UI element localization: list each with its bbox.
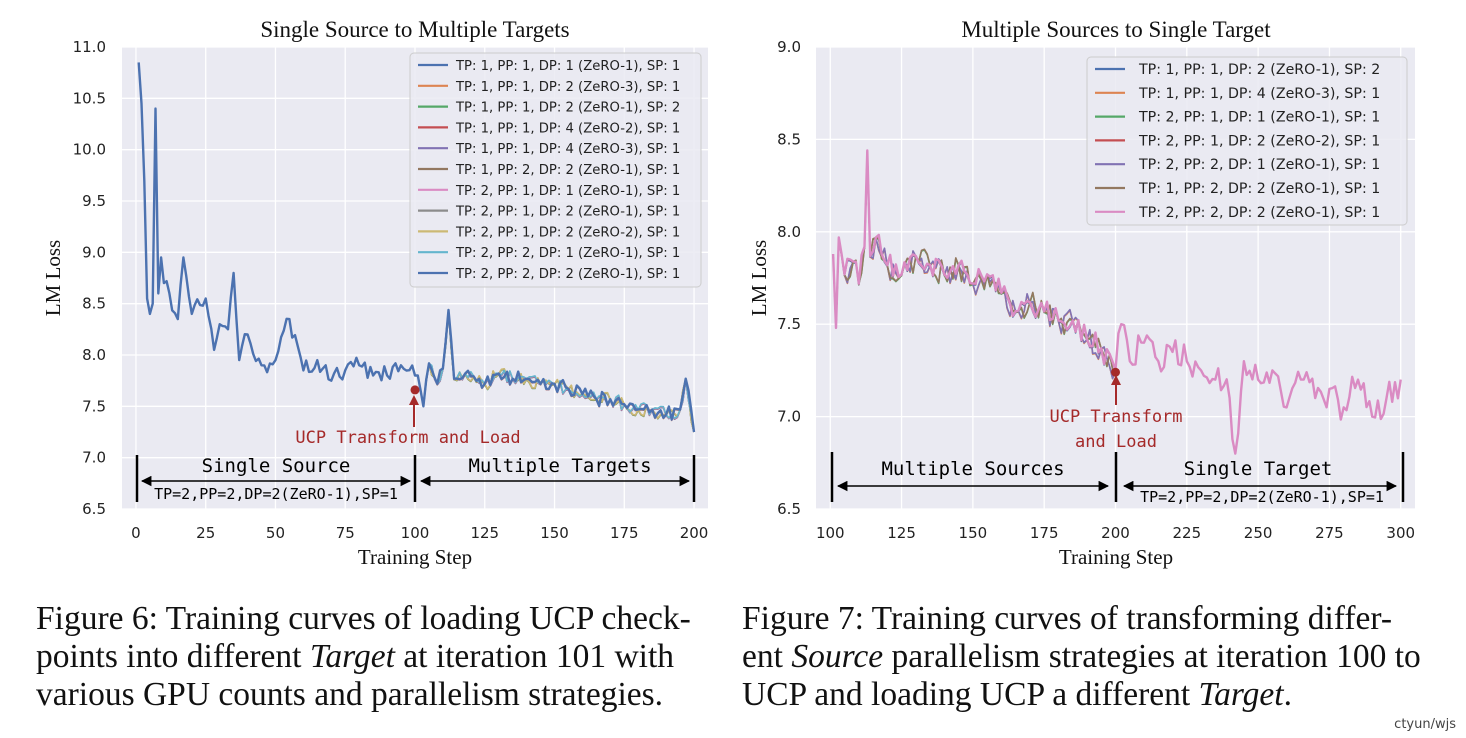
legend-entry: TP: 1, PP: 1, DP: 2 (ZeRO-1), SP: 2 [1138, 62, 1380, 78]
x-tick-labels: 0 25 50 75 100 125 150 175 200 [131, 524, 708, 542]
legend-entry: TP: 1, PP: 1, DP: 2 (ZeRO-1), SP: 2 [455, 101, 680, 116]
watermark: ctyun/wjs [1394, 717, 1456, 732]
chart-title: Multiple Sources to Single Target [961, 17, 1271, 42]
y-tick-label: 7.5 [777, 315, 801, 333]
legend-frame [409, 52, 702, 288]
x-tick-label: 75 [336, 524, 355, 542]
figure-7-caption: Figure 7: Training curves of transformin… [742, 600, 1432, 714]
chart-single-source-multiple-targets: Single Source to Multiple Targets Traini… [41, 17, 708, 569]
y-tick-label: 7.0 [82, 449, 106, 467]
source-config-label: TP=2,PP=2,DP=2(ZeRO-1),SP=1 [154, 485, 398, 503]
y-tick-label: 9.5 [82, 192, 106, 210]
legend-entry: TP: 1, PP: 1, DP: 2 (ZeRO-3), SP: 1 [455, 80, 680, 95]
legend-entry: TP: 2, PP: 1, DP: 2 (ZeRO-2), SP: 1 [455, 225, 680, 240]
x-tick-label: 0 [131, 524, 141, 542]
x-tick-label: 125 [887, 524, 916, 542]
x-axis-label: Training Step [358, 545, 472, 569]
legend-entry: TP: 1, PP: 2, DP: 2 (ZeRO-1), SP: 1 [455, 163, 680, 178]
series-line [831, 149, 1402, 455]
transform-label-line2: and Load [1075, 432, 1157, 452]
transform-point [410, 385, 420, 395]
y-tick-label: 10.5 [73, 89, 106, 107]
y-tick-label: 6.5 [82, 500, 106, 518]
legend-entry: TP: 2, PP: 2, DP: 1 (ZeRO-1), SP: 1 [455, 246, 680, 261]
y-tick-label: 8.0 [777, 223, 801, 241]
caption-emphasis: Target [1198, 676, 1284, 713]
y-tick-labels: 6.5 7.0 7.5 8.0 8.5 9.0 9.5 10.0 10.5 11.0 [73, 38, 106, 518]
legend: TP: 1, PP: 1, DP: 2 (ZeRO-1), SP: 2 TP: 1… [1086, 56, 1408, 226]
legend-entry: TP: 1, PP: 1, DP: 4 (ZeRO-3), SP: 1 [1138, 86, 1380, 102]
legend-entry: TP: 1, PP: 1, DP: 4 (ZeRO-2), SP: 1 [455, 121, 680, 136]
legend-entry: TP: 2, PP: 1, DP: 1 (ZeRO-1), SP: 1 [455, 184, 680, 199]
y-tick-label: 8.0 [82, 346, 106, 364]
y-tick-label: 8.5 [82, 295, 106, 313]
y-tick-label: 6.5 [777, 500, 801, 518]
y-tick-label: 7.0 [777, 408, 801, 426]
caption-text: Figure 6: Training curves of loading UCP… [36, 600, 691, 675]
legend-entry: TP: 2, PP: 2, DP: 2 (ZeRO-1), SP: 1 [1138, 205, 1380, 221]
y-tick-labels: 6.5 7.0 7.5 8.0 8.5 9.0 [777, 38, 801, 518]
caption-emphasis: Target [309, 638, 395, 675]
x-tick-label: 50 [266, 524, 285, 542]
caption-text: parallelism strategies at iteration 100 … [742, 638, 1421, 713]
y-tick-label: 10.0 [73, 141, 106, 159]
y-axis-label: LM Loss [41, 240, 65, 316]
legend-frame [1086, 56, 1408, 226]
x-axis-label: Training Step [1059, 545, 1173, 569]
x-tick-label: 175 [610, 524, 639, 542]
y-tick-label: 9.0 [82, 243, 106, 261]
multiple-sources-label: Multiple Sources [881, 458, 1064, 480]
y-tick-label: 7.5 [82, 397, 106, 415]
figure-canvas: Single Source to Multiple Targets Traini… [41, 17, 1415, 569]
x-tick-label: 250 [1244, 524, 1273, 542]
legend-entry: TP: 2, PP: 2, DP: 1 (ZeRO-1), SP: 1 [1138, 157, 1380, 173]
x-tick-label: 200 [680, 524, 709, 542]
y-tick-label: 8.5 [777, 130, 801, 148]
legend-entry: TP: 1, PP: 2, DP: 2 (ZeRO-1), SP: 1 [1138, 181, 1380, 197]
legend-entry: TP: 2, PP: 1, DP: 2 (ZeRO-1), SP: 1 [455, 205, 680, 220]
y-tick-label: 11.0 [73, 38, 106, 56]
x-tick-label: 100 [816, 524, 845, 542]
single-target-label: Single Target [1184, 458, 1333, 480]
caption-text: at iteration 101 with various GPU counts… [36, 638, 674, 713]
x-tick-label: 225 [1172, 524, 1201, 542]
legend-entry: TP: 2, PP: 2, DP: 2 (ZeRO-1), SP: 1 [455, 267, 680, 282]
target-config-label: TP=2,PP=2,DP=2(ZeRO-1),SP=1 [1140, 488, 1384, 506]
series-line [137, 62, 696, 433]
transform-point [1111, 367, 1120, 377]
x-tick-label: 150 [540, 524, 569, 542]
x-tick-label: 125 [470, 524, 499, 542]
x-tick-label: 275 [1315, 524, 1344, 542]
transform-label-line1: UCP Transform [1049, 407, 1182, 427]
series-lines [137, 62, 696, 433]
transform-label: UCP Transform and Load [295, 428, 520, 448]
chart-multiple-sources-single-target: Multiple Sources to Single Target Traini… [747, 17, 1415, 569]
x-tick-label: 175 [1030, 524, 1059, 542]
x-tick-label: 25 [196, 524, 215, 542]
chart-title: Single Source to Multiple Targets [260, 17, 569, 42]
x-tick-label: 300 [1386, 524, 1415, 542]
single-source-label: Single Source [202, 455, 351, 477]
legend-entry: TP: 2, PP: 1, DP: 2 (ZeRO-2), SP: 1 [1138, 133, 1380, 149]
x-tick-label: 100 [401, 524, 430, 542]
series-lines [831, 149, 1402, 455]
figure-6-caption: Figure 6: Training curves of loading UCP… [36, 600, 726, 714]
caption-emphasis: Source [791, 638, 884, 675]
legend: TP: 1, PP: 1, DP: 1 (ZeRO-1), SP: 1 TP: 1… [409, 52, 702, 288]
x-tick-labels: 100 125 150 175 200 225 250 275 300 [816, 524, 1415, 542]
legend-entry: TP: 1, PP: 1, DP: 1 (ZeRO-1), SP: 1 [455, 59, 680, 74]
y-axis-label: LM Loss [747, 240, 771, 316]
caption-text: . [1283, 676, 1292, 713]
legend-entry: TP: 2, PP: 1, DP: 1 (ZeRO-1), SP: 1 [1138, 110, 1380, 126]
multiple-targets-label: Multiple Targets [468, 455, 651, 477]
legend-entry: TP: 1, PP: 1, DP: 4 (ZeRO-3), SP: 1 [455, 142, 680, 157]
x-tick-label: 200 [1101, 524, 1130, 542]
y-tick-label: 9.0 [777, 38, 801, 56]
caption-text: Figure 7: Training curves of transformin… [742, 600, 1392, 675]
x-tick-label: 150 [959, 524, 988, 542]
